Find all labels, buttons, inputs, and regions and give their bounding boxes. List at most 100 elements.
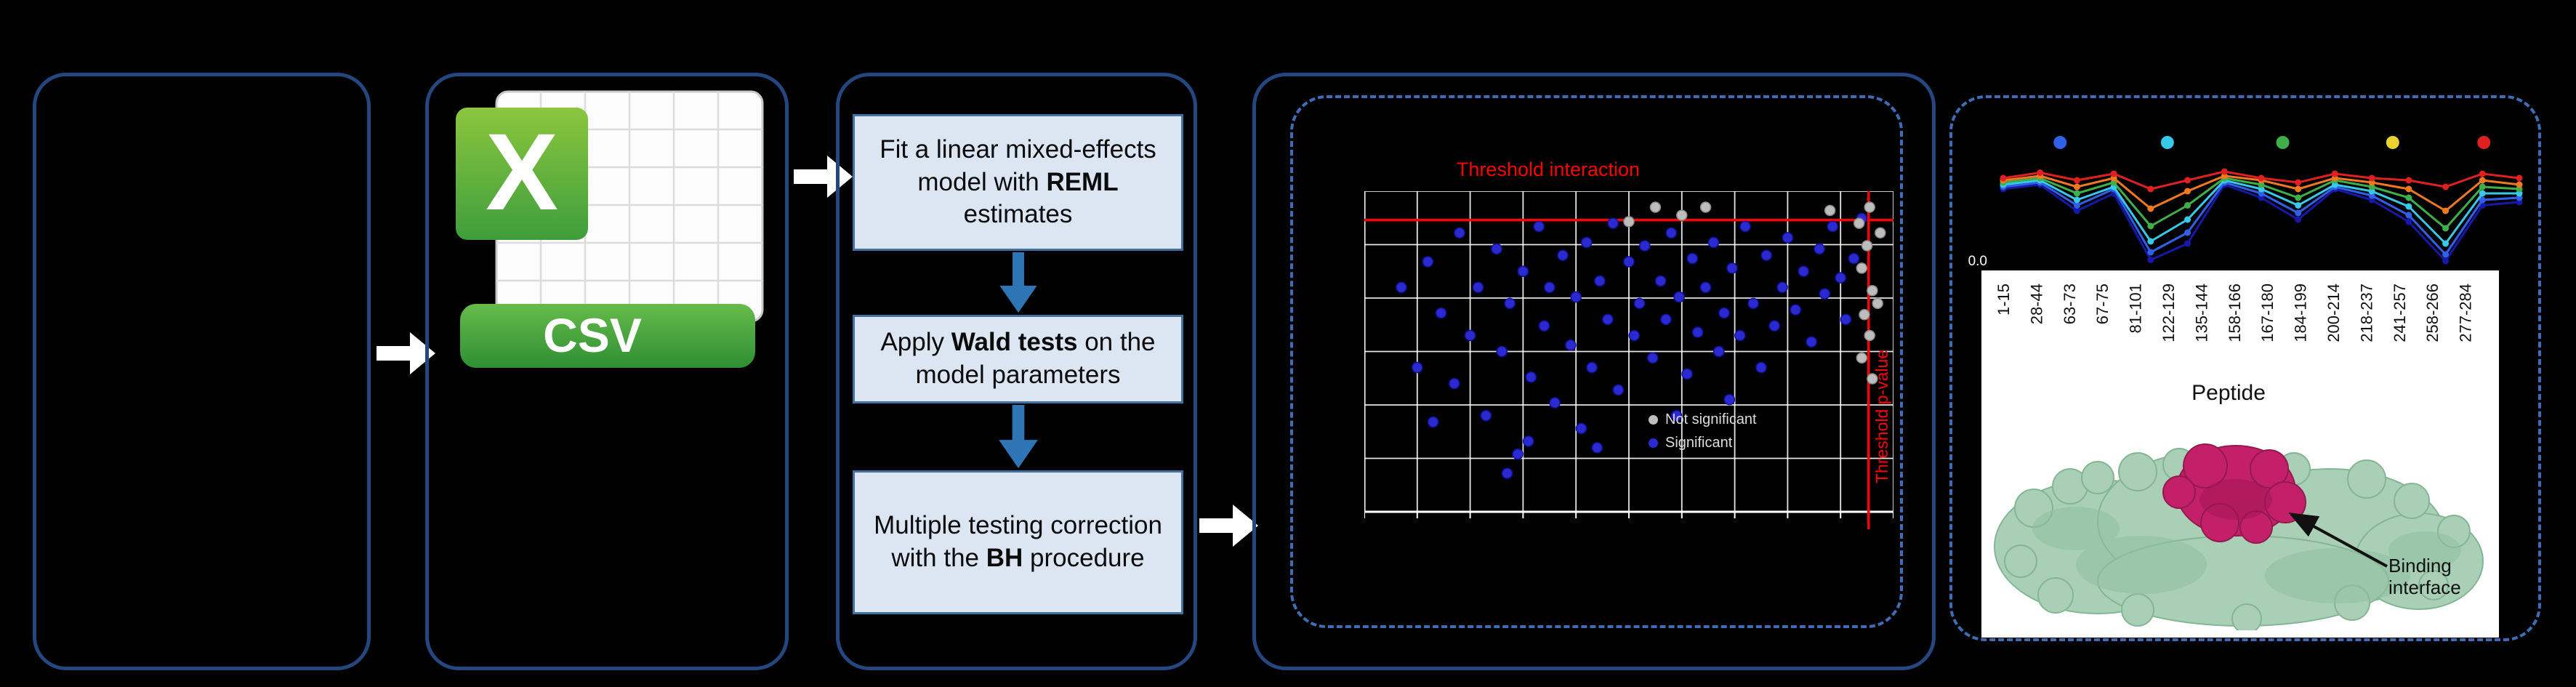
scatter-point-significant <box>1691 326 1704 338</box>
uptake-marker-orange <box>2295 185 2302 193</box>
scatter-point-significant <box>1699 281 1712 294</box>
uptake-marker-red <box>2221 168 2228 175</box>
scatter-point-significant <box>1602 313 1614 326</box>
uptake-marker-navy <box>2073 207 2080 214</box>
right-arrow-icon <box>377 332 435 374</box>
scatter-point-significant <box>1819 288 1831 300</box>
uptake-marker-red <box>2147 185 2154 193</box>
uptake-marker-cyan <box>2147 238 2154 245</box>
uptake-marker-red <box>2368 174 2375 182</box>
uptake-marker-green <box>2295 194 2302 201</box>
protein-surface-shading <box>2032 507 2461 603</box>
scatter-point-significant <box>1544 281 1555 294</box>
uptake-marker-cyan <box>2184 216 2191 223</box>
csv-file-icon: X CSV <box>456 90 764 368</box>
uptake-marker-blue <box>2442 251 2450 258</box>
uptake-marker-blue <box>2405 212 2412 219</box>
scatter-point-significant <box>1512 448 1524 460</box>
scatter-point-significant <box>1718 307 1730 319</box>
uptake-marker-orange <box>2479 177 2486 184</box>
scatter-point-significant <box>1723 393 1736 406</box>
step-text-bold: BH <box>986 544 1023 572</box>
uptake-marker-navy <box>2295 216 2302 223</box>
condition-dot-icon <box>2276 136 2290 149</box>
uptake-marker-green <box>2073 190 2080 197</box>
scatter-point-significant <box>1422 256 1434 268</box>
legend-dot-icon <box>1649 415 1658 425</box>
scatter-point-not-significant <box>1676 209 1688 221</box>
scatter-point-significant <box>1496 345 1508 358</box>
scatter-point-not-significant <box>1867 373 1878 385</box>
uptake-marker-red <box>2258 174 2265 182</box>
binding-arrow <box>2288 513 2388 568</box>
uptake-marker-orange <box>2405 185 2412 193</box>
scatter-point-significant <box>1557 249 1569 261</box>
results-dashed-box <box>1290 95 1903 628</box>
scatter-point-significant <box>1570 291 1582 303</box>
uptake-marker-red <box>2516 174 2523 182</box>
scatter-point-not-significant <box>1824 204 1836 217</box>
excel-x-tile <box>456 108 588 240</box>
uptake-marker-green <box>2479 183 2486 190</box>
scatter-point-significant <box>1575 422 1587 435</box>
binding-interface-shading <box>2199 479 2272 520</box>
scatter-point-significant <box>1747 297 1759 310</box>
legend-row: Significant <box>1649 435 1757 451</box>
step-box-wald: Apply Wald tests on the model parameters <box>853 315 1183 403</box>
scatter-point-significant <box>1647 352 1659 364</box>
scatter-point-significant <box>1491 243 1502 255</box>
step-text: Apply Wald tests on the model parameters <box>862 326 1174 392</box>
peptide-tick-label: 1-15 <box>1995 284 2013 316</box>
scatter-point-not-significant <box>1872 297 1883 310</box>
scatter-point-significant <box>1782 232 1794 244</box>
step-box-reml: Fit a linear mixed-effects model with RE… <box>853 114 1183 251</box>
peptide-tick-label: 67-75 <box>2093 284 2112 324</box>
panel-input <box>33 73 371 670</box>
condition-dot-icon <box>2477 136 2491 149</box>
csv-ribbon-label: CSV <box>543 308 642 362</box>
flow-arrow-right-3 <box>1199 505 1258 547</box>
uptake-marker-cyan <box>2295 202 2302 209</box>
scatter-point-significant <box>1755 361 1767 374</box>
scatter-point-not-significant <box>1856 262 1868 274</box>
peptide-tick-label: 184-199 <box>2292 284 2310 342</box>
scatter-point-significant <box>1798 265 1809 277</box>
scatter-point-significant <box>1734 329 1746 342</box>
scatter-point-not-significant <box>1864 329 1875 342</box>
scatter-point-significant <box>1480 409 1492 422</box>
scatter-point-significant <box>1806 336 1817 348</box>
step-text-bold: Wald tests <box>951 328 1078 357</box>
scatter-point-significant <box>1814 243 1825 255</box>
condition-dot-icon <box>2053 136 2067 149</box>
step-text-segment: estimates <box>963 200 1073 229</box>
step-text: Multiple testing correction with the BH p… <box>874 510 1162 575</box>
scatter-point-significant <box>1612 384 1625 396</box>
peptide-tick-label: 81-101 <box>2127 284 2145 334</box>
scatter-point-significant <box>1726 262 1738 274</box>
uptake-marker-orange <box>2073 183 2080 190</box>
peptide-tick-label: 135-144 <box>2192 284 2210 342</box>
scatter-point-significant <box>1835 272 1846 284</box>
uptake-marker-navy <box>2184 240 2191 247</box>
step-text-segment: with the <box>891 544 986 572</box>
step-box-bh: Multiple testing correction with the BH p… <box>853 470 1183 614</box>
uptake-marker-orange <box>2147 205 2154 212</box>
step-text-segment: Multiple testing correction <box>874 511 1162 540</box>
scatter-point-significant <box>1412 361 1423 374</box>
scatter-point-significant <box>1665 227 1677 239</box>
uptake-marker-green <box>2147 222 2154 230</box>
uptake-marker-red <box>2331 170 2338 177</box>
volcano-legend: Not significant Significant <box>1649 411 1757 451</box>
y-axis-min-label: 0.0 <box>1968 254 1987 269</box>
scatter-point-significant <box>1533 220 1545 233</box>
right-arrow-icon <box>1199 505 1258 547</box>
uptake-marker-red <box>2405 177 2412 184</box>
scatter-point-significant <box>1549 397 1561 409</box>
peptide-tick-label: 218-237 <box>2357 284 2375 342</box>
scatter-point-significant <box>1396 281 1407 294</box>
scatter-point-not-significant <box>1875 227 1886 239</box>
scatter-point-significant <box>1790 304 1802 316</box>
scatter-point-not-significant <box>1853 217 1865 229</box>
scatter-point-significant <box>1472 281 1484 294</box>
scatter-point-significant <box>1517 265 1529 277</box>
